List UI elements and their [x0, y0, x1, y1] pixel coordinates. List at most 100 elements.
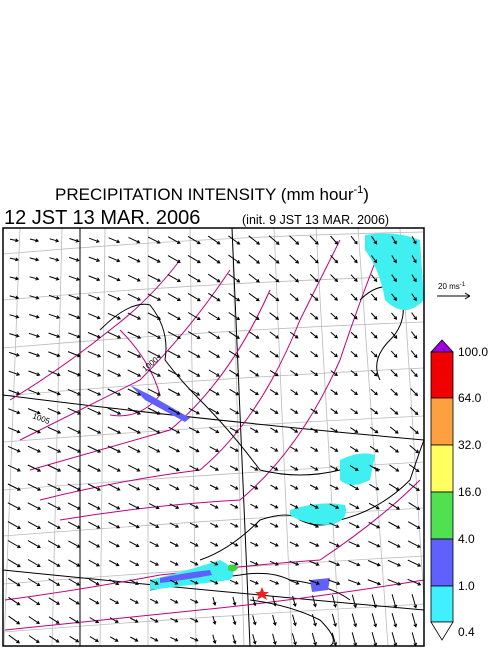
wind-arrow: [328, 579, 341, 586]
wind-arrow: [289, 522, 299, 528]
wind-arrow: [311, 632, 317, 646]
wind-arrow: [411, 312, 417, 321]
wind-arrow: [150, 617, 159, 623]
wind-arrow: [107, 293, 121, 301]
wind-arrow: [272, 614, 277, 626]
wind-arrow: [47, 502, 62, 510]
wind-arrow: [67, 426, 82, 434]
wind-arrow: [9, 276, 20, 281]
wind-arrow: [368, 521, 381, 529]
wind-arrow: [370, 369, 378, 377]
wind-arrow: [7, 483, 21, 491]
wind-arrow: [127, 350, 142, 358]
wind-arrow: [268, 254, 280, 264]
wind-arrow: [48, 370, 61, 377]
wind-arrow: [309, 254, 319, 264]
wind-arrow: [190, 636, 199, 642]
wind-arrow: [391, 293, 397, 301]
wind-arrow: [249, 408, 259, 414]
wind-arrow: [292, 595, 297, 608]
wind-arrow: [330, 331, 338, 339]
wind-arrow: [210, 522, 219, 528]
wind-arrow: [310, 408, 319, 414]
wind-arrow: [411, 613, 418, 628]
wind-arrow: [28, 370, 41, 377]
wind-arrow: [391, 255, 397, 264]
wind-arrow: [269, 579, 280, 585]
wind-arrow: [248, 254, 260, 264]
wind-arrow: [128, 236, 141, 244]
precip-patch: [310, 578, 330, 592]
precip-patch: [160, 570, 212, 583]
wind-arrow: [127, 312, 142, 320]
wind-arrow: [249, 350, 260, 358]
wind-arrow: [109, 617, 119, 623]
wind-arrow: [8, 634, 20, 644]
wind-arrow: [228, 312, 241, 321]
wind-arrow: [28, 616, 41, 625]
wind-arrow: [290, 446, 299, 452]
wind-arrow: [27, 483, 42, 491]
wind-arrow: [127, 426, 141, 434]
wind-arrow: [208, 292, 221, 302]
wind-arrow: [170, 636, 179, 642]
wind-arrow: [67, 464, 82, 472]
wind-arrow: [390, 331, 398, 339]
wind-arrow: [230, 541, 239, 547]
wind-arrow: [67, 370, 81, 377]
wind-arrow: [228, 235, 241, 245]
colorbar-segment: [430, 444, 454, 493]
wind-arrow: [207, 273, 221, 283]
wind-arrow: [7, 558, 21, 568]
wind-arrow: [209, 465, 219, 471]
colorbar-label: 0.4: [458, 625, 475, 639]
wind-arrow: [230, 560, 239, 566]
wind-arrow: [47, 464, 62, 472]
wind-arrow: [87, 502, 101, 510]
wind-arrow: [127, 407, 141, 415]
wind-arrow: [310, 312, 319, 320]
wind-arrow: [108, 521, 121, 529]
wind-arrow: [310, 446, 319, 452]
wind-arrow: [67, 521, 81, 529]
wind-arrow: [351, 632, 358, 646]
wind-arrow: [369, 445, 379, 453]
wind-arrow: [68, 540, 81, 548]
colorbar-label: 32.0: [458, 438, 482, 452]
wind-arrow: [147, 369, 161, 377]
wind-arrow: [87, 407, 102, 415]
wind-arrow: [388, 483, 400, 491]
wind-arrow: [390, 388, 398, 396]
wind-arrow: [108, 483, 121, 491]
wind-arrow: [7, 521, 21, 529]
wind-arrow: [108, 237, 121, 244]
wind-arrow: [232, 615, 237, 626]
wind-arrow: [87, 445, 102, 453]
wind-arrow: [128, 464, 141, 472]
wind-arrow: [407, 559, 422, 567]
wind-arrow: [127, 274, 141, 282]
wind-arrow: [328, 541, 340, 547]
wind-arrow: [188, 350, 201, 358]
wind-arrow: [290, 427, 299, 433]
vector-scale-arrow: [437, 292, 471, 300]
colorbar-under: [430, 621, 454, 641]
wind-arrow: [229, 408, 240, 415]
wind-arrow: [88, 521, 101, 529]
wind-arrow: [350, 312, 358, 320]
wind-arrow: [189, 446, 200, 453]
wind-arrow: [249, 427, 259, 433]
wind-arrow: [391, 594, 398, 609]
wind-arrow: [148, 464, 161, 472]
wind-arrow: [371, 274, 378, 283]
wind-arrow: [47, 445, 62, 453]
wind-arrow: [29, 238, 40, 243]
colorbar-label: 64.0: [458, 391, 482, 405]
wind-arrow: [169, 522, 180, 528]
wind-arrow: [68, 578, 81, 586]
wind-arrow: [188, 388, 201, 396]
wind-arrow: [48, 559, 61, 567]
wind-arrow: [8, 370, 21, 376]
wind-arrow: [89, 617, 100, 624]
